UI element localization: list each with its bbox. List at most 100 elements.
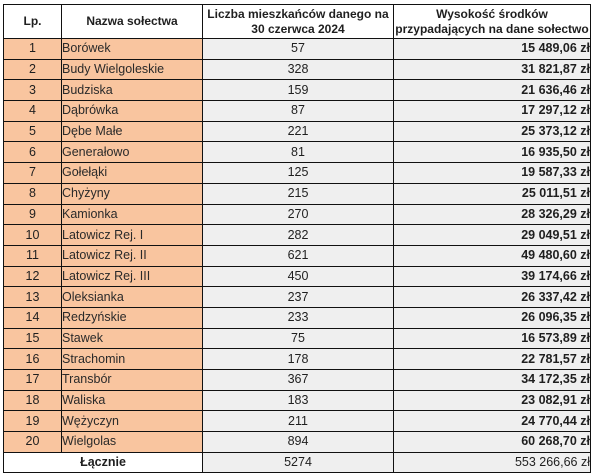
- table-row: 9 Kamionka 270 28 326,29 zł: [3, 203, 591, 226]
- row-amount: 16 935,50 zł: [393, 141, 591, 164]
- table-row: 10 Latowicz Rej. I 282 29 049,51 zł: [3, 224, 591, 246]
- row-population: 178: [202, 348, 394, 370]
- row-lp: 15: [3, 327, 62, 350]
- row-amount: 25 011,51 zł: [393, 182, 591, 205]
- row-amount: 15 489,06 zł: [393, 38, 591, 60]
- row-name: Latowicz Rej. III: [61, 265, 203, 288]
- row-name: Dąbrówka: [61, 100, 203, 122]
- row-lp: 18: [3, 389, 62, 412]
- row-name: Latowicz Rej. I: [61, 224, 203, 246]
- row-lp: 10: [3, 224, 62, 246]
- header-lp: Lp.: [3, 4, 62, 39]
- row-lp: 5: [3, 120, 62, 143]
- row-population: 81: [202, 141, 394, 164]
- row-amount: 31 821,87 zł: [393, 58, 591, 81]
- row-lp: 20: [3, 431, 62, 453]
- row-name: Budziska: [61, 79, 203, 102]
- table-row: 12 Latowicz Rej. III 450 39 174,66 zł: [3, 265, 591, 288]
- table-row: 2 Budy Wielgoleskie 328 31 821,87 zł: [3, 58, 591, 81]
- table-row: 1 Borówek 57 15 489,06 zł: [3, 38, 591, 60]
- row-population: 233: [202, 306, 394, 329]
- row-population: 183: [202, 389, 394, 412]
- row-amount: 49 480,60 zł: [393, 244, 591, 267]
- row-name: Redzyńskie: [61, 306, 203, 329]
- row-lp: 3: [3, 79, 62, 102]
- row-lp: 2: [3, 58, 62, 81]
- row-population: 57: [202, 38, 394, 60]
- row-name: Generałowo: [61, 141, 203, 164]
- row-lp: 16: [3, 348, 62, 370]
- row-name: Waliska: [61, 389, 203, 412]
- table-row: 6 Generałowo 81 16 935,50 zł: [3, 141, 591, 164]
- table-row: 4 Dąbrówka 87 17 297,12 zł: [3, 100, 591, 122]
- row-population: 237: [202, 286, 394, 308]
- row-population: 211: [202, 410, 394, 433]
- row-population: 367: [202, 369, 394, 391]
- row-amount: 39 174,66 zł: [393, 265, 591, 288]
- row-amount: 21 636,46 zł: [393, 79, 591, 102]
- row-population: 215: [202, 182, 394, 205]
- row-lp: 17: [3, 369, 62, 391]
- table-row: 14 Redzyńskie 233 26 096,35 zł: [3, 306, 591, 329]
- row-amount: 28 326,29 zł: [393, 203, 591, 226]
- row-lp: 11: [3, 244, 62, 267]
- header-row: Lp. Nazwa sołectwa Liczba mieszkańców da…: [3, 4, 591, 39]
- table-row: 5 Dębe Małe 221 25 373,12 zł: [3, 120, 591, 143]
- row-name: Stawek: [61, 327, 203, 350]
- header-population: Liczba mieszkańców danego na 30 czerwca …: [202, 4, 394, 39]
- row-name: Latowicz Rej. II: [61, 244, 203, 267]
- table-row: 8 Chyżyny 215 25 011,51 zł: [3, 182, 591, 205]
- total-amount: 553 266,66 zł: [393, 451, 591, 474]
- table-row: 18 Waliska 183 23 082,91 zł: [3, 389, 591, 412]
- row-amount: 22 781,57 zł: [393, 348, 591, 370]
- row-name: Gołełąki: [61, 162, 203, 184]
- row-population: 159: [202, 79, 394, 102]
- row-population: 270: [202, 203, 394, 226]
- row-lp: 4: [3, 100, 62, 122]
- row-amount: 24 770,44 zł: [393, 410, 591, 433]
- row-lp: 13: [3, 286, 62, 308]
- total-population: 5274: [202, 451, 394, 474]
- row-name: Oleksianka: [61, 286, 203, 308]
- row-lp: 19: [3, 410, 62, 433]
- row-population: 328: [202, 58, 394, 81]
- table-row: 11 Latowicz Rej. II 621 49 480,60 zł: [3, 244, 591, 267]
- row-population: 282: [202, 224, 394, 246]
- row-lp: 1: [3, 38, 62, 60]
- table-row: 15 Stawek 75 16 573,89 zł: [3, 327, 591, 350]
- row-amount: 26 337,42 zł: [393, 286, 591, 308]
- row-amount: 16 573,89 zł: [393, 327, 591, 350]
- row-population: 125: [202, 162, 394, 184]
- row-name: Wężyczyn: [61, 410, 203, 433]
- table-row: 3 Budziska 159 21 636,46 zł: [3, 79, 591, 102]
- row-amount: 17 297,12 zł: [393, 100, 591, 122]
- row-lp: 12: [3, 265, 62, 288]
- row-population: 894: [202, 431, 394, 453]
- row-amount: 29 049,51 zł: [393, 224, 591, 246]
- row-amount: 23 082,91 zł: [393, 389, 591, 412]
- row-name: Budy Wielgoleskie: [61, 58, 203, 81]
- row-population: 450: [202, 265, 394, 288]
- row-lp: 9: [3, 203, 62, 226]
- table-row: 13 Oleksianka 237 26 337,42 zł: [3, 286, 591, 308]
- row-name: Wielgolas: [61, 431, 203, 453]
- table-row: 19 Wężyczyn 211 24 770,44 zł: [3, 410, 591, 433]
- row-amount: 34 172,35 zł: [393, 369, 591, 391]
- row-lp: 7: [3, 162, 62, 184]
- table-row: 7 Gołełąki 125 19 587,33 zł: [3, 162, 591, 184]
- row-name: Chyżyny: [61, 182, 203, 205]
- row-amount: 25 373,12 zł: [393, 120, 591, 143]
- table-row: 16 Strachomin 178 22 781,57 zł: [3, 348, 591, 370]
- row-amount: 60 268,70 zł: [393, 431, 591, 453]
- row-name: Strachomin: [61, 348, 203, 370]
- row-name: Dębe Małe: [61, 120, 203, 143]
- total-row: Łącznie 5274 553 266,66 zł: [3, 451, 591, 474]
- row-population: 75: [202, 327, 394, 350]
- header-name: Nazwa sołectwa: [61, 4, 203, 39]
- row-lp: 8: [3, 182, 62, 205]
- row-amount: 26 096,35 zł: [393, 306, 591, 329]
- row-population: 87: [202, 100, 394, 122]
- row-name: Borówek: [61, 38, 203, 60]
- row-name: Transbór: [61, 369, 203, 391]
- row-population: 221: [202, 120, 394, 143]
